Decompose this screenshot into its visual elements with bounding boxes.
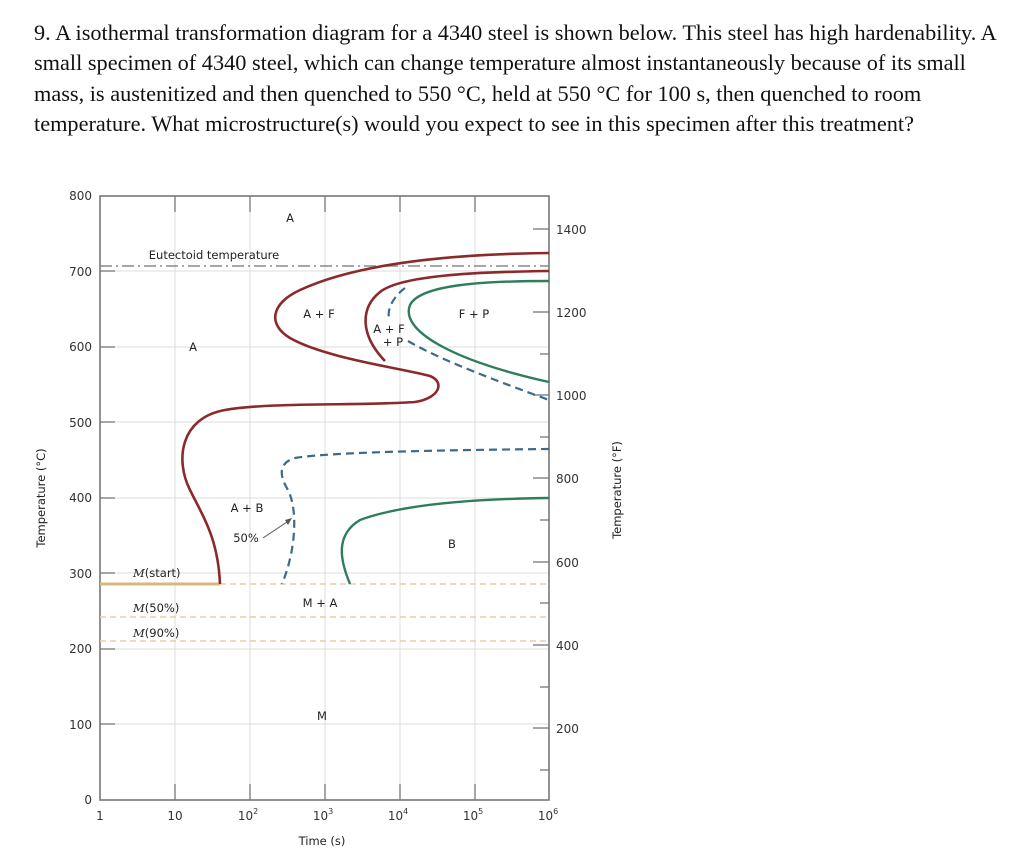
label-eutectoid: Eutectoid temperature <box>149 248 279 262</box>
pointer-50pct <box>262 519 291 539</box>
y-axis-right-ticks: 1400 1200 1000 800 600 400 200 <box>556 223 587 736</box>
question-text: 9. A isothermal transformation diagram f… <box>34 20 996 136</box>
label-martensite: M <box>317 709 327 723</box>
label-austenite-left: A <box>189 340 197 354</box>
svg-text:300: 300 <box>69 567 92 581</box>
svg-text:1000: 1000 <box>556 389 587 403</box>
start-curve <box>181 251 550 585</box>
label-m-a: M + A <box>303 596 338 610</box>
label-m-start: M(start) <box>132 566 181 580</box>
half-curve-pearlite <box>387 287 550 402</box>
svg-text:700: 700 <box>69 265 92 279</box>
y-axis-left-title: Temperature (°C) <box>34 448 48 548</box>
label-a-f: A + F <box>303 307 334 321</box>
svg-text:100: 100 <box>69 718 92 732</box>
svg-text:400: 400 <box>69 491 92 505</box>
label-f-p: F + P <box>459 307 490 321</box>
x-axis-title: Time (s) <box>298 834 346 848</box>
svg-text:800: 800 <box>69 189 92 203</box>
label-austenite-top: A <box>286 211 294 225</box>
grid <box>100 196 549 800</box>
svg-text:600: 600 <box>69 340 92 354</box>
svg-text:1: 1 <box>96 809 104 823</box>
start-curve-inner <box>364 269 550 362</box>
svg-text:104: 104 <box>388 807 408 823</box>
svg-text:200: 200 <box>69 642 92 656</box>
label-50pct: 50% <box>233 531 259 545</box>
x-axis-ticks: 1 10 102 103 104 105 106 <box>96 807 558 823</box>
svg-text:600: 600 <box>556 556 579 570</box>
label-m-90: M(90%) <box>132 626 179 640</box>
svg-text:103: 103 <box>313 807 333 823</box>
half-curve-bainite <box>280 447 550 585</box>
label-a-f-p-1: A + F <box>373 322 404 336</box>
y-axis-left-ticks: 800 700 600 500 400 300 200 100 0 <box>69 189 92 807</box>
svg-text:1400: 1400 <box>556 223 587 237</box>
label-bainite: B <box>448 537 456 551</box>
svg-text:102: 102 <box>238 807 258 823</box>
svg-text:1200: 1200 <box>556 306 587 320</box>
finish-curve-bainite <box>340 496 550 585</box>
svg-text:500: 500 <box>69 416 92 430</box>
label-a-b: A + B <box>231 501 264 515</box>
svg-text:105: 105 <box>463 807 483 823</box>
svg-text:0: 0 <box>84 793 92 807</box>
svg-text:800: 800 <box>556 472 579 486</box>
svg-text:200: 200 <box>556 722 579 736</box>
label-m-50: M(50%) <box>132 601 179 615</box>
svg-text:10: 10 <box>167 809 182 823</box>
label-a-f-p-2: + P <box>383 335 403 349</box>
finish-curve-pearlite <box>407 279 550 384</box>
svg-text:106: 106 <box>538 807 558 823</box>
svg-text:400: 400 <box>556 639 579 653</box>
y-axis-right-title: Temperature (°F) <box>610 441 624 540</box>
